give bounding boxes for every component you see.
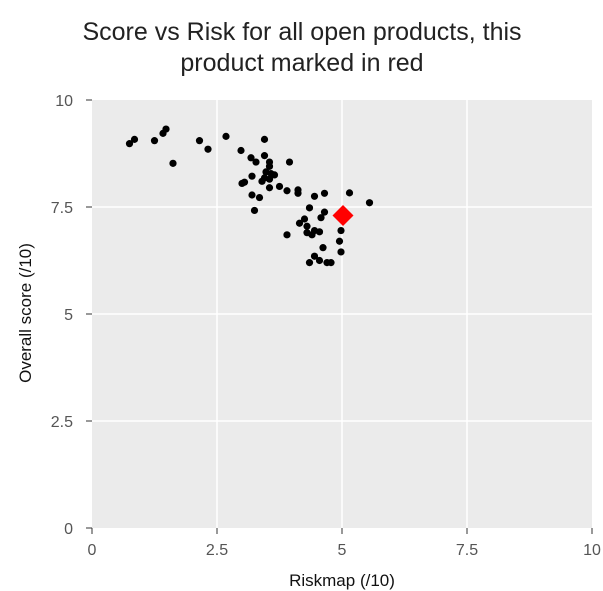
product-point — [310, 192, 319, 200]
product-point — [319, 244, 327, 252]
product-point — [275, 182, 284, 191]
data-points — [125, 125, 374, 267]
product-point — [300, 215, 309, 223]
product-point — [310, 252, 319, 260]
product-point — [195, 137, 204, 145]
product-point — [320, 208, 329, 216]
y-tick-label: 7.5 — [51, 200, 73, 217]
product-point — [130, 135, 139, 143]
product-point — [265, 175, 274, 183]
product-point — [345, 189, 354, 197]
product-point — [294, 189, 302, 197]
product-point — [315, 228, 324, 236]
product-point — [320, 189, 329, 197]
y-axis-label: Overall score (/10) — [16, 243, 35, 383]
product-point — [248, 191, 256, 199]
chart-title-line-1: Score vs Risk for all open products, thi… — [82, 18, 521, 46]
product-point — [265, 162, 274, 170]
tick-labels: 0 2.5 5 7.5 10 0 2.5 5 7.5 10 — [51, 93, 601, 559]
product-point — [295, 219, 304, 227]
x-tick-label: 10 — [583, 542, 601, 559]
product-point — [337, 248, 345, 256]
y-tick-label: 0 — [64, 521, 73, 538]
product-point — [255, 193, 264, 202]
product-point — [327, 259, 335, 267]
product-point — [204, 145, 212, 153]
product-point — [283, 231, 291, 239]
product-point — [283, 187, 291, 195]
product-point — [252, 158, 260, 166]
product-point — [337, 226, 345, 235]
y-tick-label: 10 — [55, 93, 73, 110]
product-point — [317, 214, 325, 222]
product-point — [285, 158, 294, 166]
y-tick-label: 2.5 — [51, 414, 73, 431]
product-point — [162, 125, 170, 133]
product-point — [247, 154, 255, 162]
product-point — [335, 237, 344, 245]
x-tick-label: 2.5 — [206, 542, 228, 559]
product-point — [305, 204, 314, 212]
product-point — [270, 171, 279, 179]
product-point — [240, 178, 249, 186]
x-tick-label: 5 — [338, 542, 347, 559]
product-point — [248, 172, 256, 180]
product-point — [365, 199, 374, 207]
product-point — [303, 222, 311, 230]
y-tick-label: 5 — [64, 307, 73, 324]
highlighted-product-point — [332, 205, 354, 227]
x-tick-label: 0 — [88, 542, 97, 559]
x-tick-label: 7.5 — [456, 542, 478, 559]
product-point — [258, 177, 266, 185]
product-point — [260, 152, 269, 160]
product-point — [250, 206, 259, 215]
chart-title-line-2: product marked in red — [180, 49, 423, 77]
product-point — [237, 146, 245, 155]
product-point — [315, 256, 324, 265]
product-point — [305, 259, 314, 267]
product-point — [260, 135, 269, 143]
product-point — [169, 159, 177, 167]
product-point — [303, 229, 311, 237]
x-axis-label: Riskmap (/10) — [289, 571, 395, 590]
product-point — [150, 137, 159, 145]
product-point — [265, 184, 274, 192]
product-point — [125, 140, 134, 148]
axis-ticks — [86, 99, 593, 534]
product-point — [222, 132, 230, 140]
